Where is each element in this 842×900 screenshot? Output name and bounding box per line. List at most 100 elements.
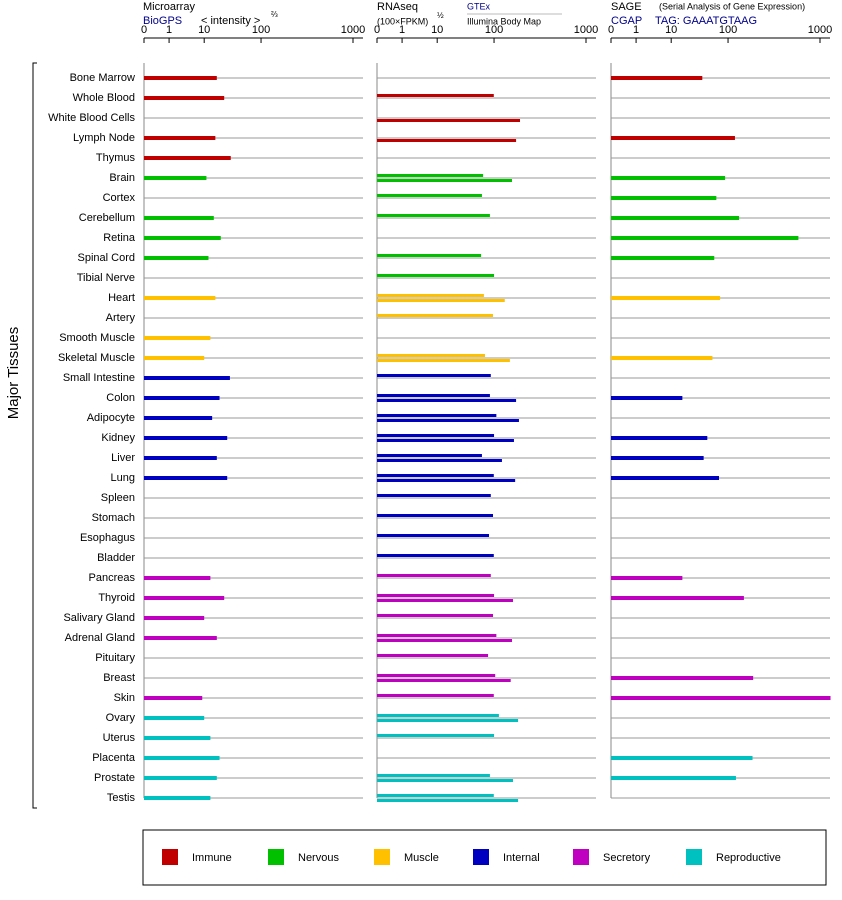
tissue-label: Small Intestine <box>63 372 135 384</box>
legend-label: Immune <box>192 852 232 864</box>
tissue-label: Brain <box>109 172 135 184</box>
bar <box>144 476 228 480</box>
bar <box>377 359 510 362</box>
x-tick-label: 1000 <box>341 24 365 36</box>
legend-label: Internal <box>503 852 540 864</box>
x-tick-label: 100 <box>252 24 270 36</box>
tissue-label: Lymph Node <box>73 132 135 144</box>
tissue-label: Smooth Muscle <box>59 332 135 344</box>
legend-swatch <box>162 849 178 865</box>
bar <box>377 94 494 97</box>
bar <box>144 156 231 160</box>
tissue-label: Breast <box>103 672 135 684</box>
tissue-label: Pituitary <box>95 652 135 664</box>
bar <box>377 394 490 397</box>
series-name: GTEx <box>467 1 491 11</box>
bar <box>144 136 216 140</box>
legend-label: Nervous <box>298 852 339 864</box>
bar <box>377 614 494 617</box>
x-tick-label: 10 <box>198 24 210 36</box>
x-tick-label: 100 <box>719 24 737 36</box>
tissue-label: Thymus <box>96 152 136 164</box>
legend-label: Secretory <box>603 852 651 864</box>
bar <box>144 96 225 100</box>
tissue-label: Esophagus <box>80 532 136 544</box>
tissue-label: Heart <box>108 292 135 304</box>
bar <box>144 596 225 600</box>
bar <box>144 336 211 340</box>
tissue-label: Retina <box>103 232 136 244</box>
bar <box>611 476 720 480</box>
bar <box>611 176 726 180</box>
tissue-label: Thyroid <box>98 592 135 604</box>
panel-title: RNAseq <box>377 1 418 13</box>
legend-swatch <box>268 849 284 865</box>
unit-exponent: ⅔ <box>271 10 278 19</box>
bar <box>611 696 831 700</box>
series-name: Illumina Body Map <box>467 16 541 26</box>
bars <box>144 76 231 800</box>
bar <box>144 576 211 580</box>
x-tick-label: 0 <box>374 24 380 36</box>
bar <box>611 776 736 780</box>
bar <box>377 454 482 457</box>
bar <box>144 416 213 420</box>
bars <box>611 76 831 780</box>
bar <box>144 616 205 620</box>
tissue-label: Tibial Nerve <box>77 272 135 284</box>
bar <box>377 574 491 577</box>
bar <box>377 779 513 782</box>
bar <box>377 254 482 257</box>
tissue-label: Adrenal Gland <box>65 632 135 644</box>
bar <box>377 314 494 317</box>
tissue-label: Prostate <box>94 772 135 784</box>
bar <box>611 756 753 760</box>
bar <box>611 196 717 200</box>
bar <box>611 236 799 240</box>
bar <box>377 719 519 722</box>
bar <box>377 294 484 297</box>
bar <box>144 636 217 640</box>
bar <box>377 514 494 517</box>
bar <box>611 296 721 300</box>
tissue-label: Kidney <box>101 432 135 444</box>
bar <box>611 576 683 580</box>
bar <box>611 456 704 460</box>
tissue-label: Ovary <box>106 712 136 724</box>
tissue-label: Bladder <box>97 552 135 564</box>
bar <box>377 714 499 717</box>
bar <box>611 396 683 400</box>
tissue-label: Whole Blood <box>73 92 135 104</box>
tissue-label: Artery <box>106 312 136 324</box>
legend-swatch <box>473 849 489 865</box>
panel-subtitle: (Serial Analysis of Gene Expression) <box>659 1 805 11</box>
bar <box>144 736 211 740</box>
bar <box>144 76 217 80</box>
bar <box>611 256 715 260</box>
bar <box>377 174 484 177</box>
bar <box>144 696 203 700</box>
legend-label: Muscle <box>404 852 439 864</box>
tissue-label: Adipocyte <box>87 412 135 424</box>
bar <box>377 794 494 797</box>
bar <box>377 274 495 277</box>
bar <box>144 296 216 300</box>
bar <box>144 456 217 460</box>
x-tick-label: 1 <box>399 24 405 36</box>
tissue-label: Pancreas <box>89 572 136 584</box>
bar <box>611 356 713 360</box>
bar <box>377 459 502 462</box>
x-tick-label: 1000 <box>574 24 598 36</box>
legend-swatch <box>686 849 702 865</box>
bar <box>377 494 491 497</box>
series-name: BioGPS <box>143 15 182 27</box>
bar <box>377 419 519 422</box>
panel-title: SAGE <box>611 1 642 13</box>
tissue-label: Spleen <box>101 492 135 504</box>
tissue-label: Skeletal Muscle <box>58 352 135 364</box>
tissue-label: Testis <box>107 792 136 804</box>
unit: TAG: GAAATGTAAG <box>655 15 757 27</box>
bar <box>611 676 754 680</box>
tissue-label: Liver <box>111 452 135 464</box>
tissue-label: White Blood Cells <box>48 112 135 124</box>
